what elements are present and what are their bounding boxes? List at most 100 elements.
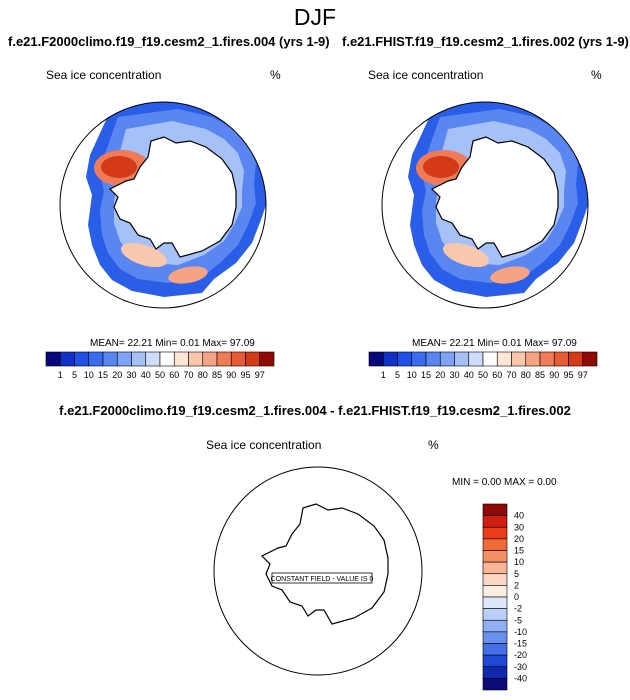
colorbar-tick-label: 15 (98, 370, 108, 380)
colorbar-swatch (411, 351, 427, 367)
right-map-boundary (381, 101, 589, 309)
colorbar-tick-label: 70 (183, 370, 193, 380)
colorbar-swatch (482, 631, 508, 644)
right-mean-label: MEAN= (412, 338, 447, 349)
colorbar-swatch (202, 351, 218, 367)
diff-polar-map: CONSTANT FIELD - VALUE IS 0 (213, 466, 423, 676)
colorbar-tick-label: -30 (514, 662, 527, 672)
constant-field-box (271, 572, 373, 584)
left-antarctica-landmass (108, 136, 237, 258)
right-variable-name: Sea ice concentration (368, 68, 484, 82)
colorbar-tick-label: 70 (506, 370, 516, 380)
left-max-value: 97.09 (229, 338, 255, 349)
diff-stats: MIN = 0.00 MAX = 0.00 (452, 477, 557, 488)
colorbar-swatch (482, 619, 508, 633)
colorbar-swatch (511, 351, 527, 367)
colorbar-tick-label: -40 (514, 673, 527, 683)
right-panel-title: f.e21.FHIST.f19_f19.cesm2_1.fires.002 (y… (342, 34, 629, 49)
colorbar-swatch (553, 351, 569, 367)
diff-units: % (428, 438, 439, 452)
colorbar-tick-label: 20 (514, 534, 524, 544)
diff-min-value: 0.00 (481, 477, 502, 488)
left-units: % (270, 68, 281, 82)
colorbar-tick-label: 15 (421, 370, 431, 380)
diff-antarctica-landmass (260, 503, 389, 625)
colorbar-swatch (468, 351, 484, 367)
colorbar-tick-label: 85 (535, 370, 545, 380)
colorbar-swatch (159, 351, 175, 367)
colorbar-swatch (482, 596, 508, 609)
colorbar-swatch (496, 351, 512, 367)
colorbar-tick-label: 2 (514, 580, 519, 590)
right-max-value: 97.09 (551, 338, 577, 349)
diff-min-label: MIN = (452, 477, 479, 488)
colorbar-tick-label: 95 (563, 370, 573, 380)
right-min-value: 0.01 (502, 338, 522, 349)
colorbar-swatch (397, 351, 413, 367)
left-max-label: Max= (202, 338, 228, 349)
left-variable-name: Sea ice concentration (46, 68, 162, 82)
colorbar-swatch (116, 351, 132, 367)
right-mean-value: 22.21 (449, 338, 475, 349)
colorbar-swatch (188, 351, 204, 367)
colorbar-tick-label: 1 (381, 370, 386, 380)
colorbar-swatch (59, 351, 75, 367)
colorbar-swatch (568, 351, 584, 367)
colorbar-swatch (482, 561, 508, 575)
colorbar-tick-label: 40 (464, 370, 474, 380)
colorbar-tick-label: 85 (212, 370, 222, 380)
colorbar-tick-label: 0 (514, 592, 519, 602)
right-stats: MEAN= 22.21 Min= 0.01 Max= 97.09 (412, 338, 577, 349)
colorbar-swatch (482, 608, 508, 621)
colorbar-tick-label: 20 (112, 370, 122, 380)
colorbar-tick-label: -5 (514, 615, 522, 625)
colorbar-swatch (482, 526, 508, 540)
diff-panel-title: f.e21.F2000climo.f19_f19.cesm2_1.fires.0… (59, 403, 571, 418)
right-antarctica-landmass (430, 136, 559, 258)
colorbar-tick-label: 5 (395, 370, 400, 380)
colorbar-tick-label: -10 (514, 627, 527, 637)
colorbar-swatch (482, 515, 508, 528)
left-mean-label: MEAN= (90, 338, 125, 349)
page-title: DJF (293, 4, 337, 30)
colorbar-swatch (482, 666, 508, 679)
colorbar-swatch (482, 351, 498, 367)
diff-max-value: 0.00 (537, 477, 557, 488)
colorbar-tick-label: 10 (407, 370, 417, 380)
colorbar-swatch (425, 351, 441, 367)
colorbar-tick-label: 10 (84, 370, 94, 380)
colorbar-swatch (230, 351, 246, 367)
colorbar-tick-label: -15 (514, 639, 527, 649)
colorbar-swatch (482, 585, 508, 598)
colorbar-tick-label: -20 (514, 650, 527, 660)
colorbar-swatch (102, 351, 118, 367)
colorbar-tick-label: 80 (198, 370, 208, 380)
left-panel-title: f.e21.F2000climo.f19_f19.cesm2_1.fires.0… (8, 34, 330, 49)
diff-max-label: MAX = (503, 477, 535, 488)
colorbar-tick-label: 97 (255, 370, 265, 380)
colorbar-tick-label: 90 (226, 370, 236, 380)
right-units: % (591, 68, 602, 82)
left-colorbar: 1 5 10 15 20 30 40 50 60 70 80 85 90 95 97 (45, 351, 275, 380)
colorbar-swatch (259, 351, 275, 367)
left-stats: MEAN= 22.21 Min= 0.01 Max= 97.09 (90, 338, 255, 349)
colorbar-tick-label: 30 (126, 370, 136, 380)
left-polar-map (59, 101, 267, 309)
colorbar-swatch (525, 351, 541, 367)
right-polar-map (381, 101, 589, 309)
colorbar-tick-label: 50 (478, 370, 488, 380)
colorbar-swatch (368, 351, 384, 367)
colorbar-tick-label: 95 (240, 370, 250, 380)
colorbar-swatch (482, 654, 508, 668)
colorbar-tick-label: 60 (492, 370, 502, 380)
diff-variable-name: Sea ice concentration (206, 438, 322, 452)
colorbar-swatch (539, 351, 555, 367)
colorbar-swatch (131, 351, 147, 367)
colorbar-swatch (173, 351, 189, 367)
constant-field-label: CONSTANT FIELD - VALUE IS 0 (271, 576, 374, 583)
colorbar-tick-label: 1 (58, 370, 63, 380)
left-map-boundary (59, 101, 267, 309)
colorbar-tick-label: -2 (514, 604, 522, 614)
left-mean-value: 22.21 (127, 338, 153, 349)
